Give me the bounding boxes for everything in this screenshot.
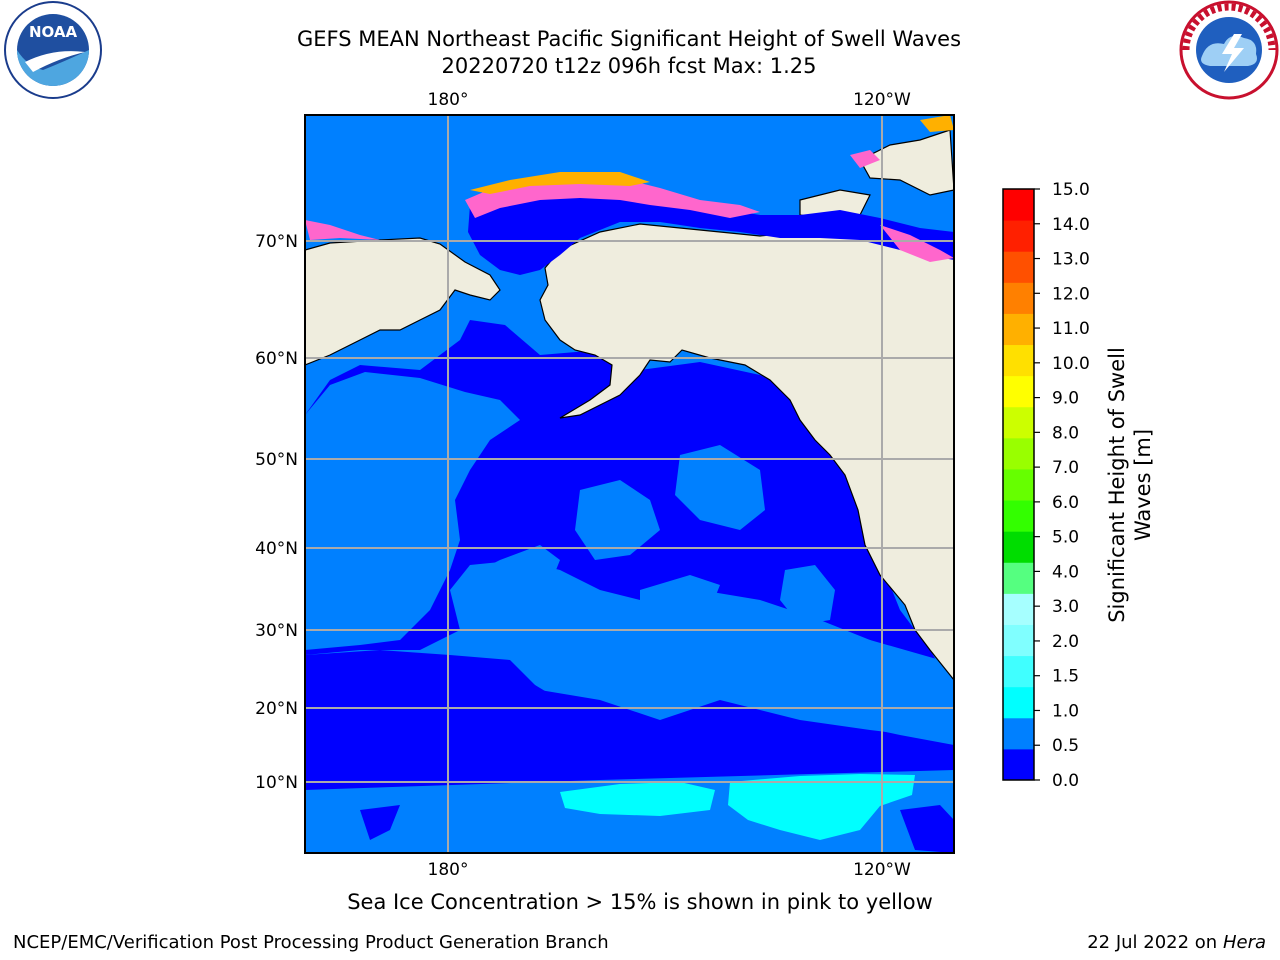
bottom-lon-label-120w: 120°W — [853, 860, 911, 880]
colorbar-tick-label: 6.0 — [1052, 493, 1079, 513]
arctic-ocean-strip — [468, 190, 954, 275]
top-lon-label-180: 180° — [428, 90, 469, 110]
colorbar-tick-label: 5.0 — [1052, 528, 1079, 548]
land — [305, 129, 954, 681]
colorbar-band — [1003, 282, 1034, 314]
colorbar-tick-label: 14.0 — [1052, 215, 1090, 235]
colorbar-band — [1003, 748, 1034, 781]
colorbar-tick-label: 0.5 — [1052, 736, 1079, 756]
colorbar-band — [1003, 313, 1034, 346]
colorbar-band — [1003, 375, 1034, 408]
colorbar-band — [1003, 624, 1034, 657]
colorbar-tick-label: 9.0 — [1052, 389, 1079, 409]
colorbar-tick-label: 13.0 — [1052, 250, 1090, 270]
colorbar-band — [1003, 655, 1034, 688]
colorbar-band — [1003, 531, 1034, 563]
lat-label-20n: 20°N — [255, 699, 298, 719]
date-line: 22 Jul 2022 on Hera — [1087, 932, 1266, 953]
low-swell-bands — [305, 660, 954, 853]
lat-label-60n: 60°N — [255, 349, 298, 369]
lat-label-50n: 50°N — [255, 450, 298, 470]
colorbar-band — [1003, 437, 1034, 470]
colorbar-band — [1003, 717, 1034, 750]
colorbar-tick-label: 10.0 — [1052, 354, 1090, 374]
host-name: Hera — [1222, 932, 1266, 953]
date-text: 22 Jul 2022 on — [1087, 932, 1223, 953]
sea-ice-note: Sea Ice Concentration > 15% is shown in … — [347, 890, 933, 914]
svg-text:NOAA: NOAA — [29, 23, 78, 41]
colorbar-tick-label: 8.0 — [1052, 423, 1079, 443]
colorbar-tick-label: 12.0 — [1052, 284, 1090, 304]
colorbar-frame — [1002, 188, 1035, 781]
colorbar-band — [1003, 220, 1034, 252]
colorbar — [1003, 189, 1034, 781]
map-title: GEFS MEAN Northeast Pacific Significant … — [296, 27, 962, 51]
map-subtitle: 20220720 t12z 096h fcst Max: 1.25 — [441, 54, 817, 78]
lat-label-40n: 40°N — [255, 539, 298, 559]
colorbar-tick-label: 0.0 — [1052, 771, 1079, 791]
colorbar-band — [1003, 686, 1034, 719]
colorbar-label-line1: Significant Height of Swell — [1105, 347, 1129, 623]
credit-line: NCEP/EMC/Verification Post Processing Pr… — [13, 932, 609, 953]
graticule — [305, 115, 954, 853]
colorbar-tick-label: 4.0 — [1052, 562, 1079, 582]
sea-ice — [305, 115, 954, 262]
map-frame — [304, 114, 955, 854]
bottom-lon-label-180: 180° — [428, 860, 469, 880]
colorbar-band — [1003, 500, 1034, 532]
colorbar-tick-label: 1.0 — [1052, 701, 1079, 721]
colorbar-band — [1003, 189, 1034, 221]
lat-label-30n: 30°N — [255, 621, 298, 641]
high-swell-patches — [560, 774, 915, 840]
colorbar-tick-label: 1.5 — [1052, 667, 1079, 687]
colorbar-band — [1003, 562, 1034, 594]
nws-logo — [1178, 0, 1280, 104]
colorbar-band — [1003, 406, 1034, 439]
colorbar-band — [1003, 593, 1034, 625]
colorbar-label: Significant Height of Swell Waves [m] — [1105, 347, 1155, 623]
colorbar-label-line2: Waves [m] — [1131, 429, 1155, 541]
noaa-logo: NOAA — [3, 0, 103, 104]
colorbar-tick-label: 15.0 — [1052, 180, 1090, 200]
colorbar-tick-label: 11.0 — [1052, 319, 1090, 339]
lat-label-10n: 10°N — [255, 773, 298, 793]
colorbar-tick-label: 2.0 — [1052, 632, 1079, 652]
colorbar-tick-label: 3.0 — [1052, 597, 1079, 617]
colorbar-band — [1003, 344, 1034, 377]
colorbar-band — [1003, 468, 1034, 501]
colorbar-tick-label: 7.0 — [1052, 458, 1079, 478]
colorbar-ticks: 15.0 14.0 13.0 12.0 11.0 10.0 9.0 8.0 7.0 6.0 5.0 4… — [1034, 180, 1090, 791]
colorbar-band — [1003, 251, 1034, 283]
top-lon-label-120w: 120°W — [853, 90, 911, 110]
lat-label-70n: 70°N — [255, 232, 298, 252]
